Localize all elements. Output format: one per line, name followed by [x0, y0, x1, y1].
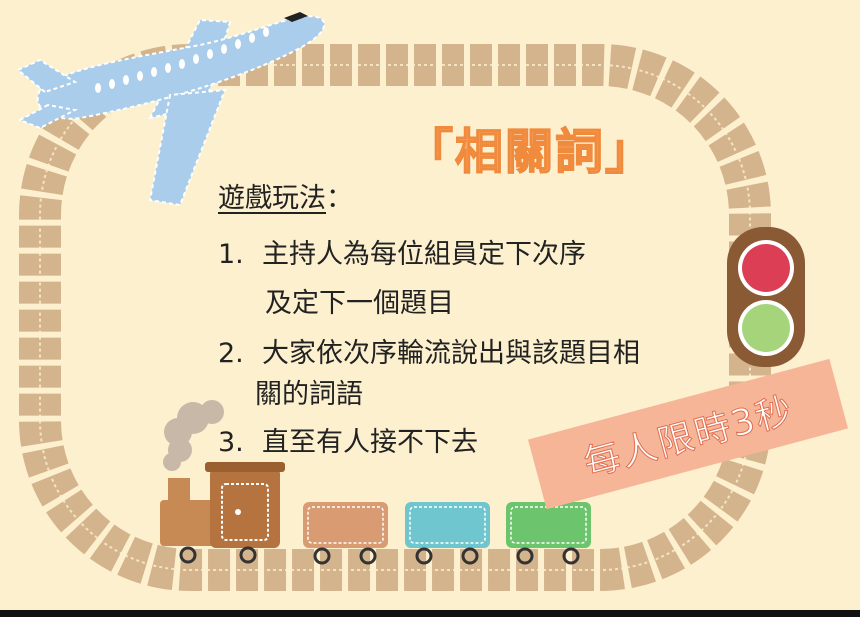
rule-item-1: 1. 主持人為每位組員定下次序 [218, 232, 586, 271]
page-title: 「相關詞」 [404, 123, 656, 181]
airplane-icon [16, 12, 326, 207]
traffic-light-icon [727, 227, 805, 367]
locomotive-icon [160, 462, 285, 564]
rules-heading-colon: ： [326, 183, 353, 214]
rules-heading: 遊戲玩法： [218, 176, 353, 215]
train-car-icon [506, 502, 591, 565]
rule-number: 3. [218, 427, 244, 458]
rule-number: 1. [218, 239, 244, 270]
rules-heading-label: 遊戲玩法 [218, 183, 326, 214]
rule-number: 2. [218, 338, 244, 369]
train-car-icon [303, 502, 388, 565]
rule-text: 大家依次序輪流說出與該題目相 [262, 338, 640, 369]
bottom-edge [0, 610, 860, 617]
rule-text: 主持人為每位組員定下次序 [262, 239, 586, 270]
rule-item-2: 2. 大家依次序輪流說出與該題目相 [218, 331, 640, 370]
train-car-icon [405, 502, 490, 565]
smoke-icon [163, 400, 224, 471]
rule-item-3: 3. 直至有人接不下去 [218, 420, 478, 459]
rule-text: 直至有人接不下去 [262, 427, 478, 458]
rule-item-1-continuation: 及定下一個題目 [265, 288, 454, 319]
rule-item-2-continuation: 關的詞語 [255, 379, 363, 410]
